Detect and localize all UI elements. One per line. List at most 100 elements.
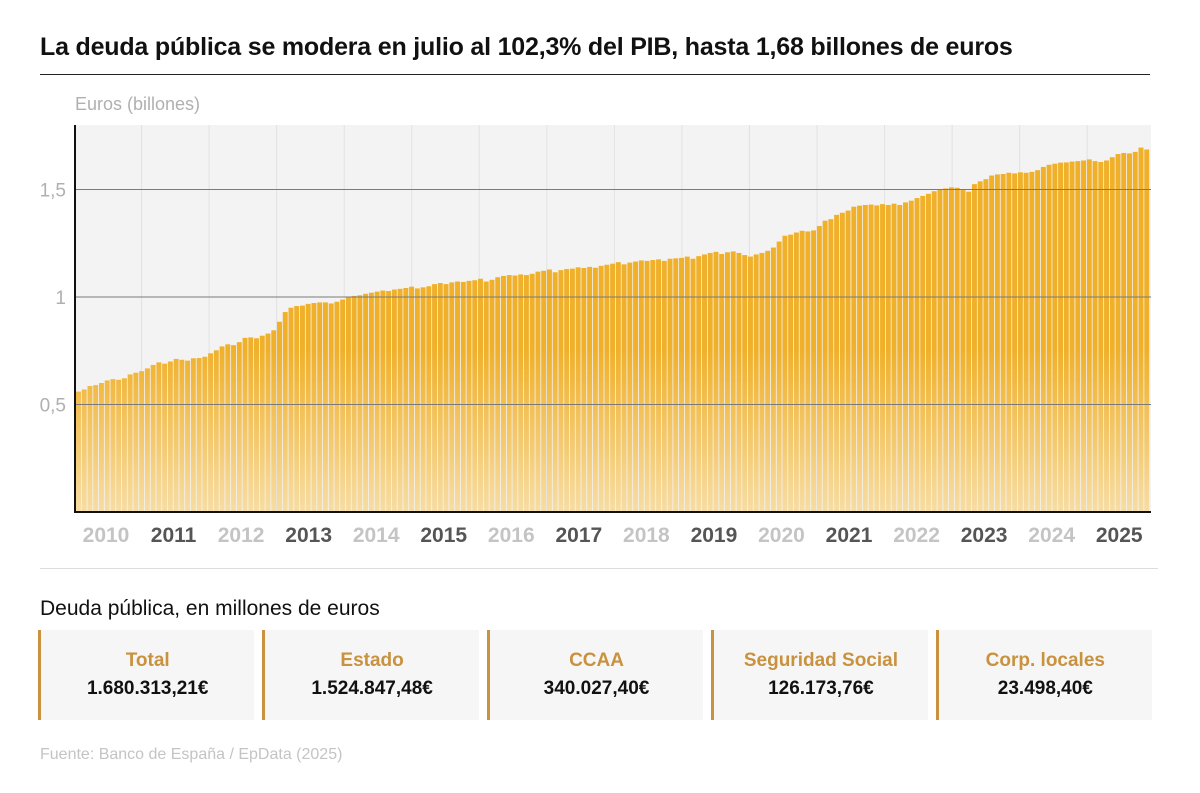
card-value: 1.680.313,21€ [86, 678, 209, 699]
debt-bar [420, 287, 426, 512]
summary-card-seguridad-social: Seguridad Social 126.173,76€ [711, 630, 928, 720]
debt-bar [506, 275, 512, 512]
debt-bar [265, 333, 271, 512]
debt-bar [966, 191, 972, 512]
debt-bar [202, 356, 208, 512]
debt-bar [1086, 159, 1092, 512]
debt-bar [948, 187, 954, 512]
debt-bar [983, 179, 989, 512]
debt-bar [529, 273, 535, 512]
debt-bar [1023, 172, 1029, 513]
debt-bar [121, 378, 127, 512]
debt-bar [449, 282, 455, 512]
debt-bar [271, 330, 277, 512]
debt-bar [432, 284, 438, 512]
debt-bar [650, 260, 656, 512]
debt-bar [730, 251, 736, 513]
debt-bar [541, 270, 547, 512]
debt-bar [788, 234, 794, 512]
summary-title: Deuda pública, en millones de euros [40, 597, 380, 620]
x-tick-label: 2023 [961, 524, 1008, 547]
summary-card-total: Total 1.680.313,21€ [38, 630, 255, 720]
debt-bar [1127, 153, 1132, 512]
debt-bar [1035, 170, 1041, 512]
debt-bar [322, 302, 328, 513]
debt-bar [615, 262, 621, 512]
summary-cards: Total 1.680.313,21€ Estado 1.524.847,48€… [38, 630, 1153, 720]
debt-bar [753, 254, 759, 512]
section-divider [40, 568, 1158, 569]
debt-bar [604, 264, 610, 512]
debt-bar [724, 252, 730, 512]
debt-bar [242, 337, 248, 512]
debt-bar [403, 287, 409, 512]
debt-bar [684, 256, 690, 512]
debt-bar [455, 281, 460, 512]
debt-bar [443, 284, 449, 512]
debt-bar [351, 295, 357, 512]
debt-bar [374, 291, 380, 513]
debt-bar [495, 277, 501, 512]
debt-bar [282, 312, 288, 512]
debt-bar [1075, 161, 1081, 512]
debt-bar [564, 269, 570, 512]
debt-bar [340, 299, 346, 512]
x-tick-label: 2011 [151, 524, 197, 547]
debt-bar [535, 271, 541, 512]
debt-bar [236, 342, 242, 512]
debt-bar [150, 364, 156, 512]
debt-bar [167, 361, 173, 512]
debt-bar [76, 391, 81, 512]
debt-bar [386, 290, 392, 512]
x-tick-label: 2017 [555, 524, 602, 547]
debt-bar [162, 363, 168, 512]
debt-bar [960, 189, 966, 512]
debt-bar [98, 383, 104, 512]
debt-bar [546, 269, 552, 512]
debt-bar [633, 261, 639, 512]
debt-bar [110, 379, 116, 512]
debt-bar [874, 205, 880, 512]
debt-bar [1092, 161, 1098, 512]
debt-bar [914, 198, 920, 512]
debt-bar [851, 206, 857, 512]
card-label: CCAA [569, 650, 624, 671]
debt-bar [259, 335, 265, 512]
debt-bar [1098, 161, 1104, 513]
debt-bar [621, 264, 627, 512]
y-axis-label: Euros (billones) [75, 94, 201, 114]
card-label: Corp. locales [985, 650, 1105, 671]
x-tick-label: 2022 [893, 524, 940, 547]
debt-bar [880, 204, 885, 512]
debt-bar [156, 362, 162, 512]
debt-bar [1006, 172, 1012, 513]
debt-bar [931, 191, 937, 512]
debt-bar [598, 265, 604, 512]
debt-bar [891, 203, 897, 512]
debt-bar [254, 338, 259, 512]
debt-bar [569, 268, 575, 512]
debt-bar [190, 358, 196, 512]
debt-bar [834, 214, 840, 512]
debt-bar [93, 385, 99, 512]
debt-bar [839, 212, 845, 512]
debt-bar [742, 255, 748, 512]
debt-bar [805, 231, 811, 512]
debt-bar [426, 286, 432, 512]
debt-bar [552, 272, 558, 512]
debt-bar [437, 283, 443, 512]
debt-bar [1104, 160, 1109, 513]
debt-bar [862, 204, 868, 513]
debt-bar [897, 204, 903, 513]
debt-bar [305, 303, 311, 512]
debt-bar [868, 204, 874, 513]
debt-bar [87, 386, 93, 512]
chart-title: La deuda pública se modera en julio al 1… [40, 33, 1150, 75]
debt-bar [679, 257, 684, 512]
debt-bar [656, 259, 662, 513]
debt-bar [1063, 162, 1069, 512]
debt-bar [173, 358, 179, 512]
debt-bar [954, 187, 960, 512]
debt-bar [483, 281, 489, 512]
debt-bar [719, 254, 725, 512]
